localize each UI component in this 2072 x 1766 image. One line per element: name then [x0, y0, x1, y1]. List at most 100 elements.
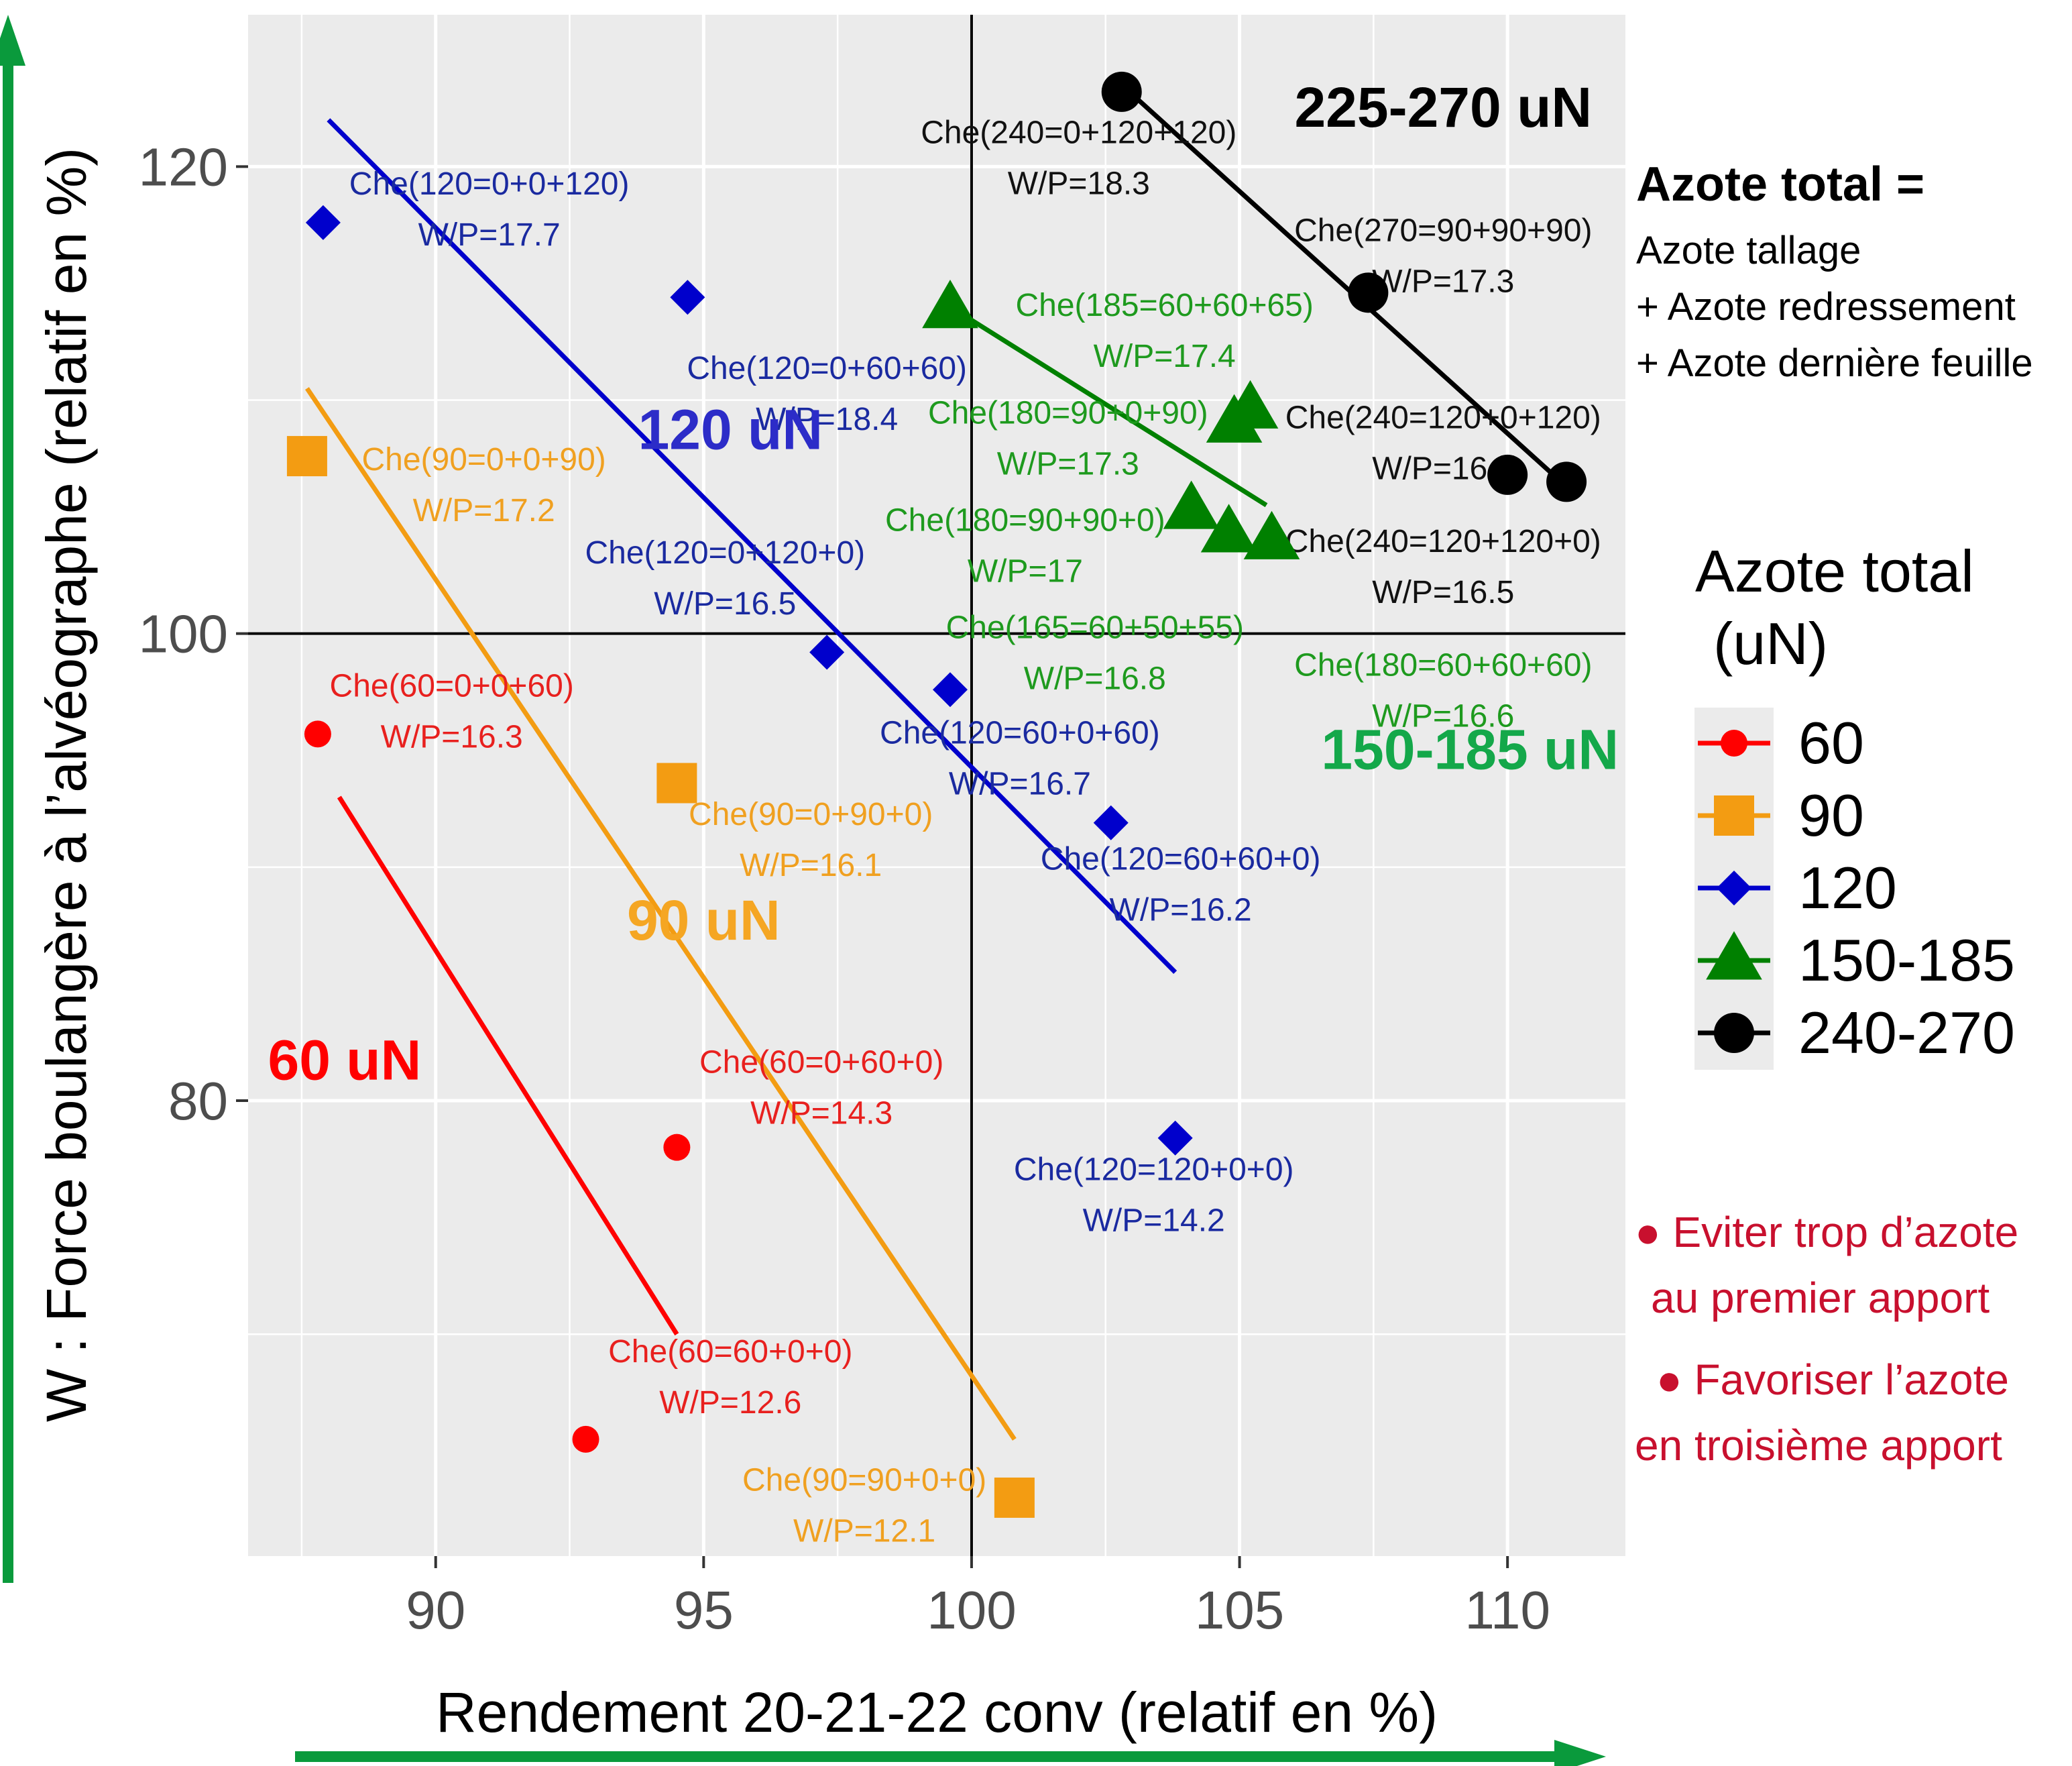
point-label: Che(180=60+60+60): [1294, 647, 1592, 683]
x-tick-label: 90: [406, 1580, 465, 1640]
data-point-diamond: [1093, 805, 1129, 840]
y-tick-label: 100: [139, 604, 228, 664]
azote-total-title: Azote total =: [1636, 158, 1925, 211]
point-label: Che(120=60+60+0): [1041, 841, 1321, 877]
advice-troisieme-apport-line2: en troisième apport: [1635, 1421, 2002, 1470]
reference-lines: [248, 15, 1625, 1556]
group-label: 120 uN: [638, 398, 823, 461]
data-point-triangle: [1200, 504, 1257, 553]
point-label: Che(60=0+60+0): [699, 1044, 943, 1080]
y-axis-title: W : Force boulangère à l’alvéographe (re…: [35, 148, 98, 1422]
point-wp-label: W/P=18.4: [756, 402, 898, 437]
point-label: Che(180=90+90+0): [885, 502, 1165, 538]
point-wp-label: W/P=17.4: [1094, 339, 1236, 374]
point-wp-label: W/P=16.1: [740, 848, 882, 883]
data-point-circle: [1101, 71, 1142, 112]
legend-label: 90: [1798, 782, 1864, 848]
advice-troisieme-apport-line1: ● Favoriser l’azote: [1656, 1356, 2009, 1404]
axis-ticks: 90 95 100 105 110 80 100 120: [139, 137, 1550, 1640]
fit-line-240-270: [1120, 82, 1563, 484]
legend-label: 120: [1798, 854, 1897, 921]
data-point-diamond: [670, 280, 705, 315]
fit-line-120: [327, 118, 1177, 975]
point-label: Che(120=60+0+60): [880, 715, 1160, 751]
point-wp-label: W/P=18.3: [1008, 166, 1150, 202]
point-wp-label: W/P=14.2: [1083, 1203, 1225, 1238]
legend-label: 240-270: [1798, 999, 2015, 1066]
advice-premier-apport-line2: au premier apport: [1651, 1274, 1990, 1322]
data-point-triangle: [1243, 510, 1300, 559]
x-tick-label: 110: [1464, 1580, 1550, 1640]
fit-lines: [305, 82, 1563, 1441]
point-wp-label: W/P=14.3: [750, 1095, 893, 1131]
data-point-diamond: [1717, 871, 1751, 905]
advice-premier-apport-line1: ● Eviter trop d’azote: [1635, 1208, 2019, 1256]
point-wp-label: W/P=16.5: [1372, 575, 1514, 610]
x-axis-arrow: [295, 1740, 1606, 1766]
point-label: Che(120=120+0+0): [1014, 1152, 1294, 1187]
data-point-diamond: [932, 672, 968, 708]
point-label: Che(165=60+50+55): [946, 610, 1244, 646]
group-labels: 60 uN 90 uN 120 uN 150-185 uN 225-270 uN: [268, 76, 1619, 1092]
fit-line-90: [305, 387, 1017, 1441]
group-label: 90 uN: [627, 889, 781, 952]
point-wp-label: W/P=17.7: [418, 217, 561, 253]
data-point-triangle: [1163, 480, 1220, 529]
data-point-diamond: [809, 634, 845, 670]
point-wp-label: W/P=16.7: [949, 766, 1091, 802]
point-wp-label: W/P=16.8: [1024, 661, 1166, 697]
point-wp-label: W/P=17: [968, 553, 1083, 589]
point-label: Che(185=60+60+65): [1015, 288, 1313, 323]
point-wp-label: W/P=12.6: [659, 1385, 801, 1421]
data-points: [286, 71, 1587, 1518]
legend-label: 60: [1798, 710, 1864, 776]
legend-title: Azote total: [1695, 538, 1974, 604]
y-axis-arrow: [0, 15, 25, 1583]
point-label: Che(90=0+90+0): [689, 797, 933, 832]
data-point-diamond: [305, 205, 341, 240]
point-wp-label: W/P=16.3: [381, 720, 523, 755]
data-point-circle: [1546, 461, 1587, 502]
data-point-triangle: [922, 280, 978, 329]
point-label: Che(60=60+0+0): [608, 1334, 852, 1370]
x-tick-label: 95: [674, 1580, 734, 1640]
point-wp-label: W/P=17.2: [413, 493, 555, 529]
x-tick-label: 100: [927, 1580, 1016, 1640]
point-wp-label: W/P=17.3: [997, 446, 1139, 482]
point-wp-label: W/P=16.2: [1110, 892, 1252, 928]
group-label: 225-270 uN: [1294, 76, 1592, 139]
data-point-square: [656, 763, 697, 804]
data-point-circle: [572, 1425, 599, 1453]
data-point-square: [286, 436, 327, 477]
data-point-square: [994, 1477, 1035, 1518]
fit-line-150-185: [949, 305, 1268, 508]
point-wp-label: W/P=17.3: [1372, 264, 1514, 300]
legend-label: 150-185: [1798, 927, 2015, 993]
point-label: Che(180=90+0+90): [928, 395, 1208, 431]
azote-redressement-text: + Azote redressement: [1636, 285, 2016, 329]
point-wp-label: W/P=16.5: [654, 586, 796, 622]
data-point-circle: [1714, 1013, 1754, 1053]
azote-derniere-feuille-text: + Azote dernière feuille: [1636, 341, 2033, 385]
point-label: Che(90=90+0+0): [742, 1463, 986, 1498]
y-tick-label: 80: [168, 1071, 228, 1131]
data-point-square: [1714, 795, 1754, 836]
point-label: Che(240=0+120+120): [921, 115, 1236, 151]
group-label: 150-185 uN: [1321, 718, 1619, 781]
x-tick-label: 105: [1195, 1580, 1284, 1640]
group-label: 60 uN: [268, 1029, 421, 1092]
point-label: Che(120=0+120+0): [585, 535, 865, 571]
data-point-circle: [1721, 730, 1747, 757]
point-label: Che(120=0+60+60): [687, 351, 967, 386]
data-point-circle: [304, 720, 331, 748]
point-label: Che(270=90+90+90): [1294, 213, 1592, 249]
point-label: Che(120=0+0+120): [349, 166, 630, 202]
point-wp-label: W/P=16.6: [1372, 698, 1514, 734]
legend-title-unit: (uN): [1713, 610, 1828, 677]
data-point-circle: [1487, 454, 1528, 495]
point-label: Che(90=0+0+90): [362, 442, 606, 478]
azote-tallage-text: Azote tallage: [1636, 229, 1861, 272]
point-wp-label: W/P=12.1: [793, 1514, 935, 1549]
